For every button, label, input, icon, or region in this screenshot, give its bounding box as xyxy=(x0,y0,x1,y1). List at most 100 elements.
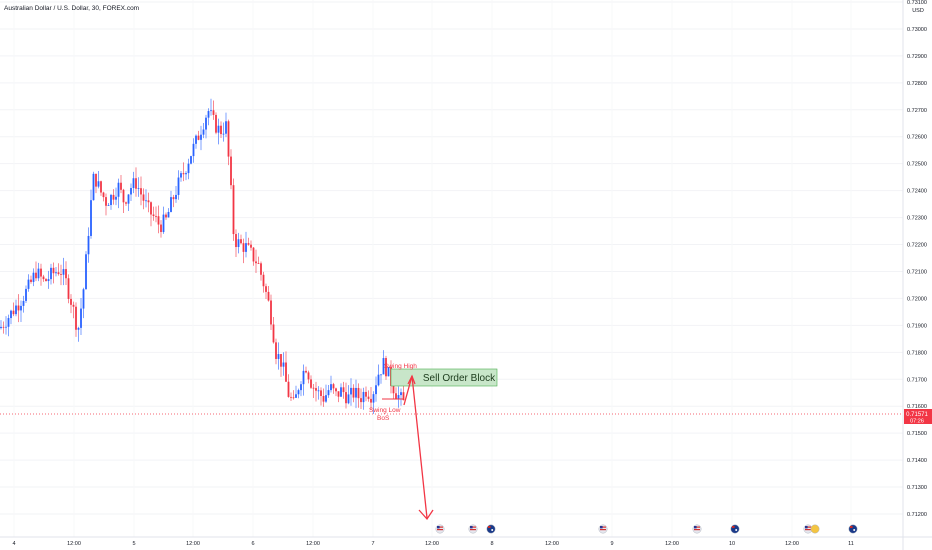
candle-body[interactable] xyxy=(310,379,312,388)
candle-body[interactable] xyxy=(217,125,220,133)
candle-body[interactable] xyxy=(275,342,277,359)
candle-body[interactable] xyxy=(67,278,70,299)
candle-body[interactable] xyxy=(17,305,20,311)
candle-body[interactable] xyxy=(215,114,217,133)
candle-body[interactable] xyxy=(177,177,180,195)
candle-body[interactable] xyxy=(245,243,247,252)
candle-body[interactable] xyxy=(105,197,107,206)
candle-body[interactable] xyxy=(232,185,235,235)
candle-body[interactable] xyxy=(335,388,337,392)
candle-body[interactable] xyxy=(37,268,40,279)
candle-body[interactable] xyxy=(32,272,35,282)
candle-body[interactable] xyxy=(377,374,380,386)
candle-body[interactable] xyxy=(22,300,25,306)
candle-body[interactable] xyxy=(170,197,172,212)
us-flag-icon[interactable] xyxy=(810,524,820,534)
candle-body[interactable] xyxy=(267,291,270,301)
candle-body[interactable] xyxy=(185,173,187,175)
candle-body[interactable] xyxy=(357,387,360,399)
sell-order-block[interactable] xyxy=(390,368,498,387)
candle-body[interactable] xyxy=(302,370,305,385)
candle-body[interactable] xyxy=(145,200,147,202)
candle-body[interactable] xyxy=(292,397,295,399)
candle-body[interactable] xyxy=(195,135,197,144)
candle-body[interactable] xyxy=(280,354,282,367)
candle-body[interactable] xyxy=(342,387,345,393)
candle-body[interactable] xyxy=(160,224,162,233)
candle-body[interactable] xyxy=(385,358,387,377)
candle-body[interactable] xyxy=(27,279,30,289)
candle-body[interactable] xyxy=(187,163,190,174)
candle-body[interactable] xyxy=(235,234,237,248)
candle-body[interactable] xyxy=(230,156,232,186)
candle-body[interactable] xyxy=(137,188,140,189)
candle-body[interactable] xyxy=(157,216,160,225)
candle-body[interactable] xyxy=(35,272,37,279)
candle-body[interactable] xyxy=(182,173,185,175)
candle-body[interactable] xyxy=(240,239,242,244)
candle-body[interactable] xyxy=(260,263,262,275)
candle-body[interactable] xyxy=(200,134,202,140)
candle-body[interactable] xyxy=(202,129,205,135)
candle-body[interactable] xyxy=(92,173,95,201)
candle-body[interactable] xyxy=(222,133,225,135)
candle-body[interactable] xyxy=(352,387,355,398)
candle-body[interactable] xyxy=(10,310,12,319)
candle-body[interactable] xyxy=(2,326,5,328)
candle-body[interactable] xyxy=(255,261,257,264)
candle-body[interactable] xyxy=(77,327,80,330)
candle-body[interactable] xyxy=(360,398,362,403)
candle-body[interactable] xyxy=(20,305,22,311)
candle-body[interactable] xyxy=(347,394,350,404)
candle-body[interactable] xyxy=(402,392,405,401)
candle-body[interactable] xyxy=(115,196,117,200)
candle-body[interactable] xyxy=(227,121,230,157)
candle-body[interactable] xyxy=(387,367,390,377)
candle-body[interactable] xyxy=(117,182,120,197)
candle-body[interactable] xyxy=(80,308,82,328)
candle-body[interactable] xyxy=(350,387,352,395)
candle-body[interactable] xyxy=(287,381,290,397)
candle-body[interactable] xyxy=(122,189,125,203)
us-flag-icon[interactable] xyxy=(468,524,478,534)
candle-body[interactable] xyxy=(30,279,32,282)
candle-body[interactable] xyxy=(297,390,300,395)
au-flag-icon[interactable] xyxy=(848,524,858,534)
candle-body[interactable] xyxy=(52,267,55,274)
candle-body[interactable] xyxy=(167,211,170,218)
candle-body[interactable] xyxy=(155,216,157,217)
candle-body[interactable] xyxy=(95,173,97,187)
candle-body[interactable] xyxy=(355,387,357,398)
candle-body[interactable] xyxy=(212,110,215,115)
candle-body[interactable] xyxy=(257,263,260,264)
candle-body[interactable] xyxy=(265,286,267,292)
candle-body[interactable] xyxy=(285,362,287,382)
candle-body[interactable] xyxy=(317,390,320,392)
candle-body[interactable] xyxy=(197,135,200,140)
candle-body[interactable] xyxy=(370,398,372,403)
candle-body[interactable] xyxy=(290,396,292,398)
candle-body[interactable] xyxy=(345,392,347,404)
us-flag-icon[interactable] xyxy=(598,524,608,534)
candle-body[interactable] xyxy=(205,117,207,130)
candle-body[interactable] xyxy=(142,194,145,201)
candle-body[interactable] xyxy=(375,385,377,395)
candle-body[interactable] xyxy=(45,279,47,282)
candle-body[interactable] xyxy=(15,305,17,315)
candle-body[interactable] xyxy=(305,370,307,373)
candle-body[interactable] xyxy=(277,354,280,359)
candle-body[interactable] xyxy=(100,181,102,193)
candle-body[interactable] xyxy=(247,243,250,245)
candle-body[interactable] xyxy=(175,194,177,200)
price-axis[interactable]: 0.73100 0.73000 0.72900 0.72800 0.72700 0.726… xyxy=(907,0,927,518)
candle-body[interactable] xyxy=(365,391,367,397)
candle-body[interactable] xyxy=(150,202,152,215)
candle-body[interactable] xyxy=(57,272,60,275)
candle-body[interactable] xyxy=(75,306,77,330)
candle-body[interactable] xyxy=(320,390,322,396)
candle-body[interactable] xyxy=(85,254,87,290)
candle-body[interactable] xyxy=(82,289,85,309)
candle-body[interactable] xyxy=(340,387,342,397)
candle-body[interactable] xyxy=(172,197,175,200)
